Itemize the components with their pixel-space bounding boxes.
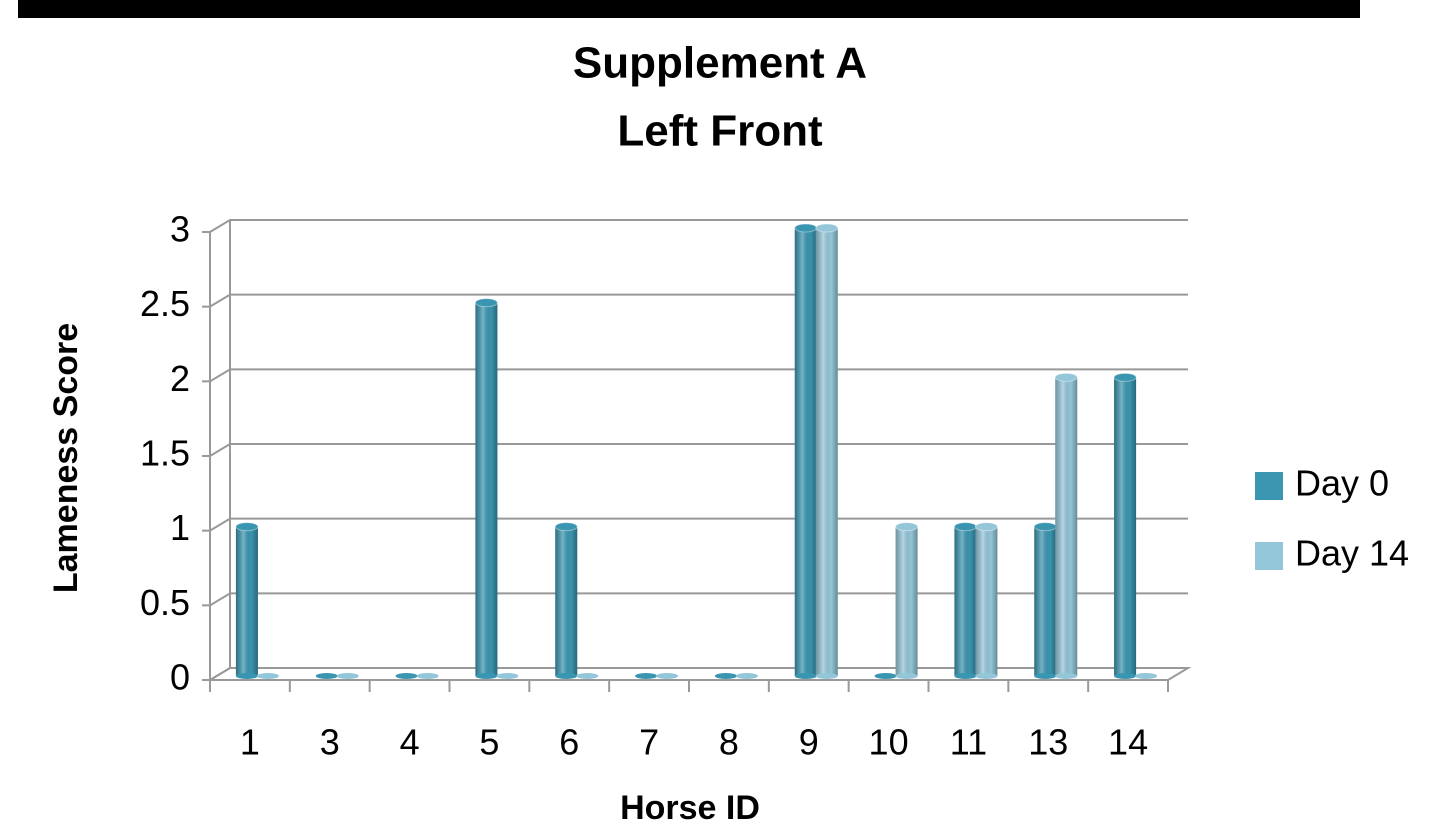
bar-cap (1033, 522, 1057, 532)
bar-cap (1054, 372, 1078, 382)
x-tick-label: 8 (719, 722, 739, 763)
grid-line (209, 293, 1188, 308)
bar-shade (954, 526, 977, 676)
legend-swatch (1255, 472, 1283, 500)
bar-cap (554, 522, 578, 532)
bar-cap (474, 298, 498, 308)
bar-shade (815, 228, 838, 676)
bar-base (1055, 673, 1078, 679)
bar-base (555, 673, 578, 679)
bar-base (794, 673, 817, 679)
bar (735, 673, 758, 679)
bar-cap (815, 223, 839, 233)
y-tick-label: 0 (170, 657, 190, 698)
grid-line (209, 368, 1188, 383)
bar (315, 673, 338, 679)
y-axis-label: Lameness Score (47, 323, 85, 593)
bar (576, 673, 599, 679)
y-tick-label: 3 (170, 209, 190, 250)
grid-line (209, 592, 1188, 607)
bar-shade (555, 526, 578, 676)
bar-base (1034, 673, 1057, 679)
x-tick-label: 7 (639, 722, 659, 763)
x-tick-label: 11 (950, 722, 987, 763)
bar-cap (794, 223, 818, 233)
bar-base (895, 673, 918, 679)
bar (714, 673, 737, 679)
bar-cap (953, 522, 977, 532)
x-tick-label: 1 (240, 722, 260, 763)
chart-title: Supplement A (573, 39, 867, 88)
bar (336, 673, 359, 679)
grid-line (209, 219, 1188, 233)
bar-shade (895, 526, 918, 676)
bar (256, 673, 279, 679)
bar-base (815, 673, 838, 679)
bar-base (1114, 673, 1137, 679)
bar-cap (1113, 372, 1137, 382)
y-tick-label: 1.5 (140, 433, 190, 474)
legend-swatch (1255, 542, 1283, 570)
x-tick-label: 13 (1028, 722, 1068, 763)
x-tick-label: 3 (320, 722, 340, 763)
y-tick-label: 0.5 (140, 582, 190, 623)
grid-line (209, 517, 1188, 532)
chart-subtitle: Left Front (617, 107, 823, 156)
bar (635, 673, 658, 679)
y-tick-label: 2.5 (140, 283, 190, 324)
grid-line (209, 443, 1188, 457)
top-band (18, 0, 1360, 18)
x-tick-label: 4 (400, 722, 420, 763)
bar (656, 673, 679, 679)
bar (395, 673, 418, 679)
bar (1135, 673, 1158, 679)
bar-base (475, 673, 498, 679)
legend-label: Day 14 (1295, 533, 1409, 574)
x-tick-label: 6 (559, 722, 579, 763)
bar-base (975, 673, 998, 679)
bar-shade (794, 228, 817, 676)
legend-label: Day 0 (1295, 463, 1389, 504)
x-tick-label: 10 (869, 722, 909, 763)
bar (416, 673, 439, 679)
bar-shade (1055, 377, 1078, 676)
bar-shade (475, 302, 498, 676)
bar-base (954, 673, 977, 679)
bar-cap (235, 522, 259, 532)
bar-cap (974, 522, 998, 532)
bar-shade (1114, 377, 1137, 676)
x-tick-label: 14 (1108, 722, 1148, 763)
bar (496, 673, 519, 679)
bar-shade (1034, 526, 1057, 676)
bar-shade (975, 526, 998, 676)
y-tick-label: 2 (170, 358, 190, 399)
bar (874, 673, 897, 679)
bar-cap (895, 522, 919, 532)
bar-base (235, 673, 258, 679)
x-tick-label: 5 (479, 722, 499, 763)
x-tick-label: 9 (799, 722, 819, 763)
y-tick-label: 1 (170, 507, 190, 548)
x-axis-label: Horse ID (620, 789, 760, 827)
grid-line (209, 667, 1188, 681)
bar-shade (235, 526, 258, 676)
